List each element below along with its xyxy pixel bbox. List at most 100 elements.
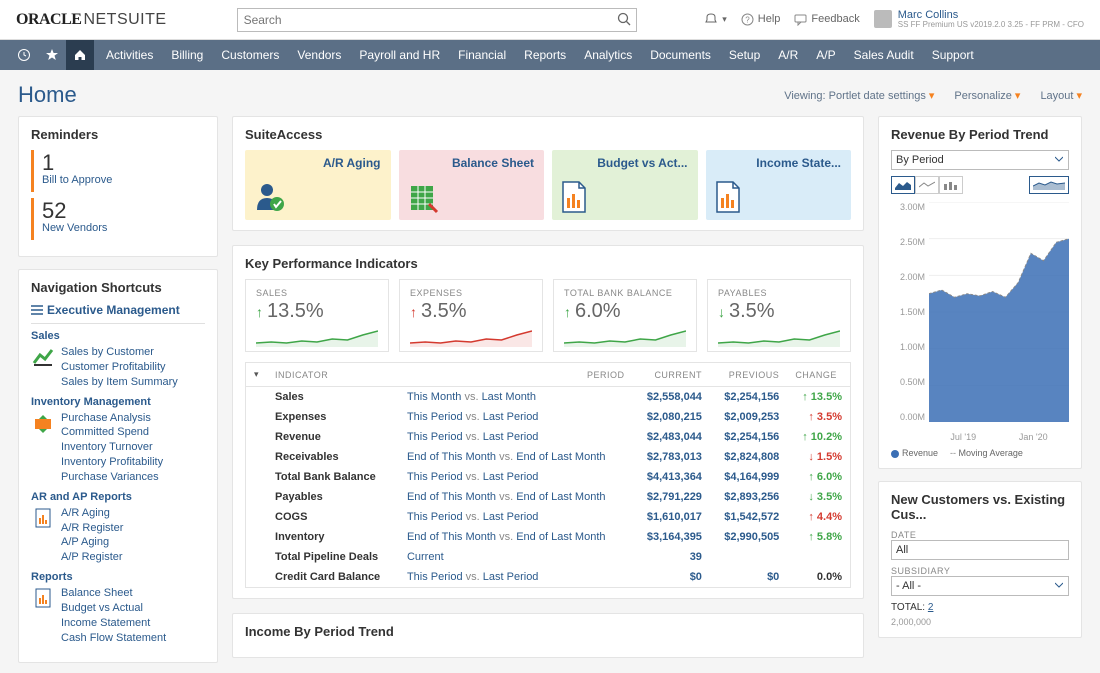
shortcut-link[interactable]: Sales by Item Summary bbox=[61, 375, 178, 390]
nav-item[interactable]: A/R bbox=[778, 48, 798, 62]
kpi-change bbox=[787, 547, 850, 567]
shortcut-link[interactable]: Committed Spend bbox=[61, 425, 163, 440]
kpi-column-header[interactable]: PERIOD bbox=[399, 363, 633, 387]
kpi-card[interactable]: EXPENSES ↑3.5% bbox=[399, 279, 543, 352]
shortcut-link[interactable]: Budget vs Actual bbox=[61, 601, 166, 616]
nav-item[interactable]: Financial bbox=[458, 48, 506, 62]
nav-item[interactable]: Payroll and HR bbox=[359, 48, 440, 62]
shortcut-link[interactable]: Income Statement bbox=[61, 616, 166, 631]
kpi-current[interactable]: $2,080,215 bbox=[633, 407, 710, 427]
sort-icon[interactable]: ▾ bbox=[254, 369, 259, 379]
kpi-card[interactable]: TOTAL BANK BALANCE ↑6.0% bbox=[553, 279, 697, 352]
shortcut-link[interactable]: Inventory Turnover bbox=[61, 440, 163, 455]
history-icon[interactable] bbox=[10, 40, 38, 70]
suite-tile[interactable]: A/R Aging bbox=[245, 150, 391, 220]
nav-item[interactable]: Documents bbox=[650, 48, 711, 62]
shortcut-link[interactable]: A/P Aging bbox=[61, 535, 123, 550]
shortcut-link[interactable]: Inventory Profitability bbox=[61, 455, 163, 470]
feedback-button[interactable]: Feedback bbox=[794, 13, 859, 26]
kpi-current[interactable]: $2,791,229 bbox=[633, 487, 710, 507]
personalize-dropdown[interactable]: Personalize▾ bbox=[954, 89, 1020, 102]
nav-item[interactable]: Activities bbox=[106, 48, 153, 62]
kpi-column-header[interactable]: INDICATOR bbox=[267, 363, 399, 387]
kpi-previous[interactable]: $2,009,253 bbox=[710, 407, 787, 427]
kpi-period[interactable]: This Month vs. Last Month bbox=[399, 387, 633, 408]
kpi-period[interactable]: This Period vs. Last Period bbox=[399, 427, 633, 447]
kpi-current[interactable]: $1,610,017 bbox=[633, 507, 710, 527]
kpi-column-header[interactable]: CHANGE bbox=[787, 363, 850, 387]
nav-item[interactable]: A/P bbox=[816, 48, 835, 62]
reminder-item[interactable]: 1Bill to Approve bbox=[31, 150, 205, 192]
shortcut-link[interactable]: Customer Profitability bbox=[61, 360, 178, 375]
kpi-column-header[interactable]: PREVIOUS bbox=[710, 363, 787, 387]
kpi-current[interactable]: $2,783,013 bbox=[633, 447, 710, 467]
kpi-period[interactable]: End of This Month vs. End of Last Month bbox=[399, 487, 633, 507]
notification-icon[interactable]: ▾ bbox=[704, 12, 727, 26]
kpi-column-header[interactable]: CURRENT bbox=[633, 363, 710, 387]
kpi-previous[interactable]: $2,824,808 bbox=[710, 447, 787, 467]
shortcut-link[interactable]: A/P Register bbox=[61, 550, 123, 565]
kpi-previous[interactable]: $4,164,999 bbox=[710, 467, 787, 487]
chart-type-area-icon[interactable] bbox=[891, 176, 915, 194]
subsidiary-select[interactable]: - All - bbox=[891, 576, 1069, 596]
viewing-dropdown[interactable]: Viewing: Portlet date settings▾ bbox=[784, 89, 934, 102]
kpi-card[interactable]: PAYABLES ↓3.5% bbox=[707, 279, 851, 352]
shortcut-link[interactable]: Purchase Analysis bbox=[61, 411, 163, 426]
kpi-previous[interactable]: $2,254,156 bbox=[710, 427, 787, 447]
kpi-previous[interactable]: $2,254,156 bbox=[710, 387, 787, 408]
nav-item[interactable]: Sales Audit bbox=[854, 48, 914, 62]
shortcut-link[interactable]: A/R Register bbox=[61, 521, 123, 536]
suite-tile[interactable]: Income State... bbox=[706, 150, 852, 220]
shortcut-link[interactable]: Balance Sheet bbox=[61, 586, 166, 601]
star-icon[interactable] bbox=[38, 40, 66, 70]
search-input[interactable] bbox=[237, 8, 637, 32]
nav-item[interactable]: Setup bbox=[729, 48, 760, 62]
kpi-previous[interactable] bbox=[710, 547, 787, 567]
chart-overview-icon[interactable] bbox=[1029, 176, 1069, 194]
kpi-card[interactable]: SALES ↑13.5% bbox=[245, 279, 389, 352]
nav-item[interactable]: Analytics bbox=[584, 48, 632, 62]
help-button[interactable]: ? Help bbox=[741, 13, 781, 26]
nav-item[interactable]: Billing bbox=[171, 48, 203, 62]
shortcut-link[interactable]: Sales by Customer bbox=[61, 345, 178, 360]
shortcuts-portlet: Navigation Shortcuts Executive Managemen… bbox=[18, 269, 218, 663]
date-select[interactable]: All bbox=[891, 540, 1069, 560]
user-menu[interactable]: Marc Collins SS FF Premium US v2019.2.0 … bbox=[874, 9, 1084, 30]
nav-item[interactable]: Reports bbox=[524, 48, 566, 62]
kpi-indicator: Credit Card Balance bbox=[267, 567, 399, 588]
kpi-previous[interactable]: $0 bbox=[710, 567, 787, 588]
kpi-current[interactable]: 39 bbox=[633, 547, 710, 567]
kpi-previous[interactable]: $2,893,256 bbox=[710, 487, 787, 507]
shortcut-link[interactable]: Cash Flow Statement bbox=[61, 631, 166, 646]
chart-type-bar-icon[interactable] bbox=[939, 176, 963, 194]
kpi-current[interactable]: $2,483,044 bbox=[633, 427, 710, 447]
kpi-current[interactable]: $2,558,044 bbox=[633, 387, 710, 408]
nav-item[interactable]: Support bbox=[932, 48, 974, 62]
suite-tile[interactable]: Balance Sheet bbox=[399, 150, 545, 220]
kpi-period[interactable]: End of This Month vs. End of Last Month bbox=[399, 447, 633, 467]
kpi-period[interactable]: This Period vs. Last Period bbox=[399, 407, 633, 427]
reminder-item[interactable]: 52New Vendors bbox=[31, 198, 205, 240]
suite-tile[interactable]: Budget vs Act... bbox=[552, 150, 698, 220]
kpi-current[interactable]: $0 bbox=[633, 567, 710, 588]
kpi-previous[interactable]: $1,542,572 bbox=[710, 507, 787, 527]
chart-type-line-icon[interactable] bbox=[915, 176, 939, 194]
kpi-period[interactable]: This Period vs. Last Period bbox=[399, 467, 633, 487]
layout-dropdown[interactable]: Layout▾ bbox=[1040, 89, 1082, 102]
kpi-previous[interactable]: $2,990,505 bbox=[710, 527, 787, 547]
shortcut-link[interactable]: Purchase Variances bbox=[61, 470, 163, 485]
search-icon[interactable] bbox=[617, 12, 631, 26]
kpi-period[interactable]: This Period vs. Last Period bbox=[399, 567, 633, 588]
total-value[interactable]: 2 bbox=[928, 602, 934, 613]
kpi-current[interactable]: $4,413,364 bbox=[633, 467, 710, 487]
nav-item[interactable]: Vendors bbox=[297, 48, 341, 62]
nav-item[interactable]: Customers bbox=[221, 48, 279, 62]
period-select[interactable]: By Period bbox=[891, 150, 1069, 170]
exec-management-link[interactable]: Executive Management bbox=[31, 303, 205, 324]
kpi-period[interactable]: End of This Month vs. End of Last Month bbox=[399, 527, 633, 547]
kpi-current[interactable]: $3,164,395 bbox=[633, 527, 710, 547]
kpi-period[interactable]: This Period vs. Last Period bbox=[399, 507, 633, 527]
kpi-period[interactable]: Current bbox=[399, 547, 633, 567]
shortcut-link[interactable]: A/R Aging bbox=[61, 506, 123, 521]
home-icon[interactable] bbox=[66, 40, 94, 70]
